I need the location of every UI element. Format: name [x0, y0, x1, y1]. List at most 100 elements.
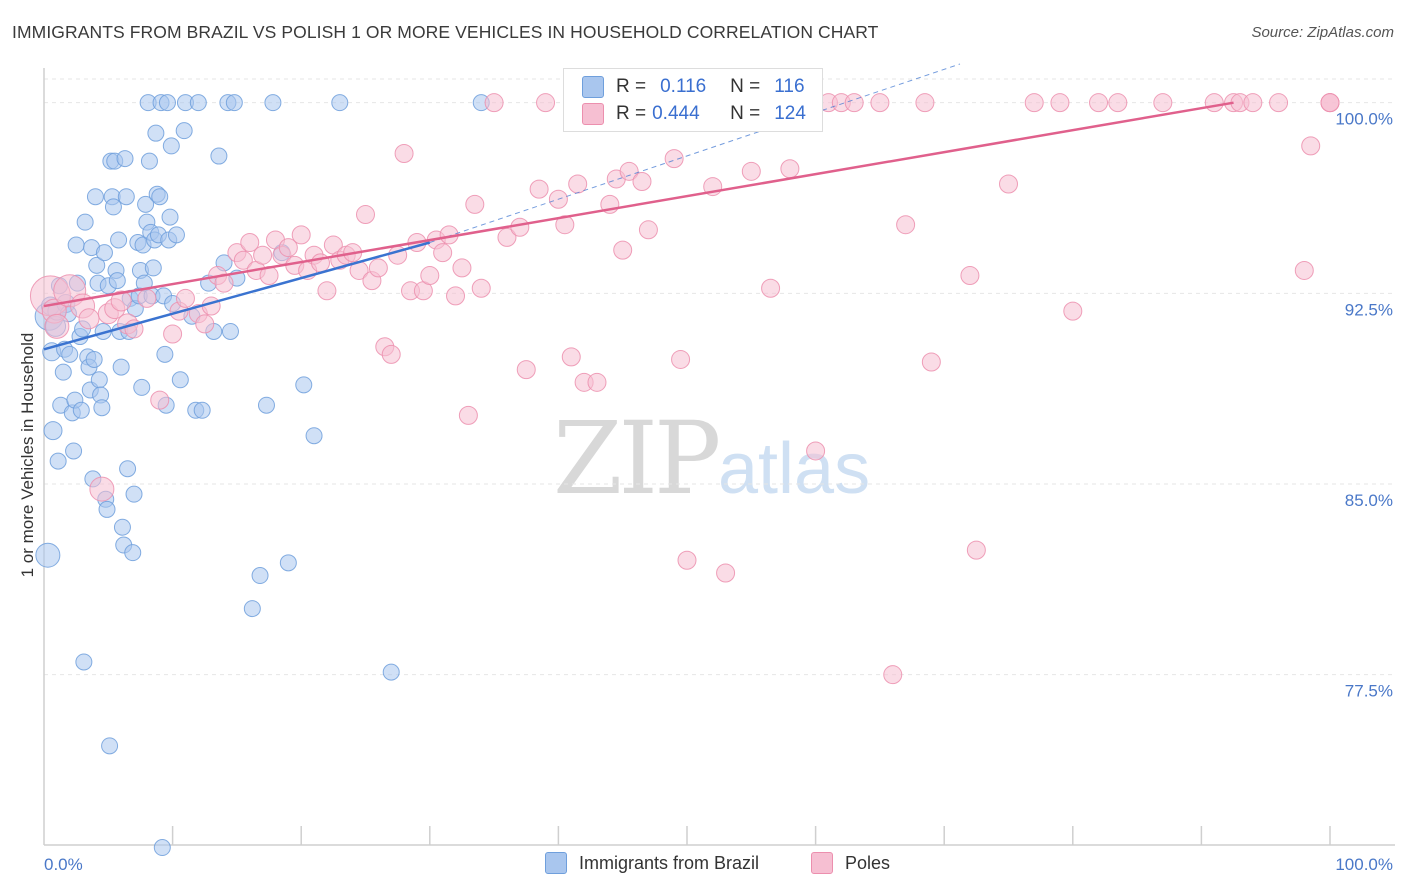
- poles-point: [780, 159, 800, 179]
- legend-swatch-brazil: [582, 76, 604, 98]
- poles-point: [253, 245, 273, 265]
- poles-point: [1108, 93, 1128, 113]
- legend-n-value: 116: [774, 76, 805, 97]
- poles-point: [915, 93, 935, 113]
- brazil-point: [117, 188, 135, 206]
- poles-point: [1204, 93, 1224, 113]
- brazil-point: [95, 244, 113, 262]
- poles-point: [529, 179, 549, 199]
- tick-labels: 77.5% 85.0% 92.5% 100.0% 0.0% 100.0%: [44, 110, 1393, 874]
- poles-point: [671, 349, 691, 369]
- brazil-point: [119, 460, 137, 478]
- poles-point: [870, 93, 890, 113]
- poles-point: [291, 225, 311, 245]
- poles-point: [806, 441, 826, 461]
- brazil-point: [167, 226, 185, 244]
- poles-point: [587, 372, 607, 392]
- y-tick-label: 85.0%: [1345, 491, 1393, 510]
- brazil-point: [171, 371, 189, 389]
- poles-point: [1320, 93, 1340, 113]
- brazil-point: [161, 208, 179, 226]
- brazil-point: [49, 452, 67, 470]
- brazil-point: [158, 94, 176, 112]
- brazil-point: [175, 122, 193, 140]
- legend-swatch-brazil: [545, 852, 567, 874]
- brazil-point: [101, 737, 119, 755]
- watermark-atlas: atlas: [718, 429, 871, 509]
- brazil-point: [140, 152, 158, 170]
- legend-label-brazil: Immigrants from Brazil: [579, 852, 760, 873]
- brazil-point: [382, 663, 400, 681]
- brazil-point: [112, 358, 130, 376]
- poles-point: [960, 266, 980, 286]
- poles-point: [536, 93, 556, 113]
- legend-row-poles: R = 0.444 N = 124: [582, 102, 806, 126]
- brazil-point: [108, 272, 126, 290]
- axes: [43, 68, 1395, 846]
- y-tick-label: 100.0%: [1335, 110, 1393, 129]
- poles-point: [163, 324, 183, 344]
- brazil-point: [279, 554, 297, 572]
- poles-point: [150, 390, 170, 410]
- poles-point: [638, 220, 658, 240]
- poles-point: [195, 314, 215, 334]
- y-axis-label: 1 or more Vehicles in Household: [18, 332, 37, 578]
- brazil-point: [88, 256, 106, 274]
- brazil-point: [72, 401, 90, 419]
- poles-point: [433, 243, 453, 263]
- y-tick-label: 77.5%: [1345, 682, 1393, 701]
- brazil-point: [93, 399, 111, 417]
- brazil-point: [116, 150, 134, 168]
- brazil-point: [156, 345, 174, 363]
- poles-point: [356, 205, 375, 225]
- legend-n-value: 124: [774, 103, 806, 124]
- brazil-point: [90, 371, 108, 389]
- poles-point: [896, 215, 916, 235]
- brazil-point: [43, 421, 63, 441]
- poles-point: [110, 290, 132, 312]
- brazil-point: [331, 94, 349, 112]
- brazil-point: [137, 195, 155, 213]
- chart-title: IMMIGRANTS FROM BRAZIL VS POLISH 1 OR MO…: [12, 22, 879, 42]
- brazil-trend-line: [43, 241, 431, 351]
- poles-point: [175, 288, 195, 308]
- series-brazil-points: [34, 94, 490, 857]
- poles-trend-line: [43, 101, 1234, 308]
- poles-point: [420, 266, 440, 286]
- poles-point: [561, 347, 581, 367]
- brazil-point: [193, 401, 211, 419]
- brazil-point: [65, 442, 83, 460]
- legend-row-brazil: R = 0.116 N = 116: [582, 75, 805, 99]
- brazil-point: [305, 427, 323, 445]
- series-legend: Immigrants from Brazil Poles: [0, 852, 1406, 878]
- poles-point: [201, 296, 221, 316]
- legend-item-poles[interactable]: Poles: [811, 852, 890, 874]
- source-label: Source: ZipAtlas.com: [1251, 24, 1394, 41]
- poles-point: [137, 288, 157, 308]
- poles-point: [716, 563, 736, 583]
- poles-point: [381, 344, 401, 364]
- brazil-point: [76, 213, 94, 231]
- poles-point: [619, 161, 639, 181]
- brazil-point: [125, 485, 143, 503]
- poles-point: [741, 161, 761, 181]
- brazil-point: [104, 198, 122, 216]
- poles-point: [1243, 93, 1263, 113]
- x-tick-label: 100.0%: [1335, 855, 1393, 874]
- poles-point: [446, 286, 466, 306]
- watermark-zip: ZIP: [553, 400, 721, 517]
- brazil-point: [147, 124, 165, 142]
- poles-point: [471, 278, 491, 298]
- brazil-trend-dashed: [429, 63, 961, 243]
- correlation-legend: R = 0.116 N = 116 R = 0.444 N = 124: [563, 68, 823, 132]
- legend-item-brazil[interactable]: Immigrants from Brazil: [545, 852, 759, 874]
- poles-point: [394, 144, 414, 164]
- poles-point: [966, 540, 986, 560]
- poles-point: [761, 278, 781, 298]
- brazil-point: [225, 94, 243, 112]
- x-tick-label: 0.0%: [44, 855, 83, 874]
- legend-swatch-poles: [811, 852, 833, 874]
- poles-point: [458, 405, 478, 425]
- trend-lines: [43, 63, 1234, 351]
- brazil-point: [54, 363, 72, 381]
